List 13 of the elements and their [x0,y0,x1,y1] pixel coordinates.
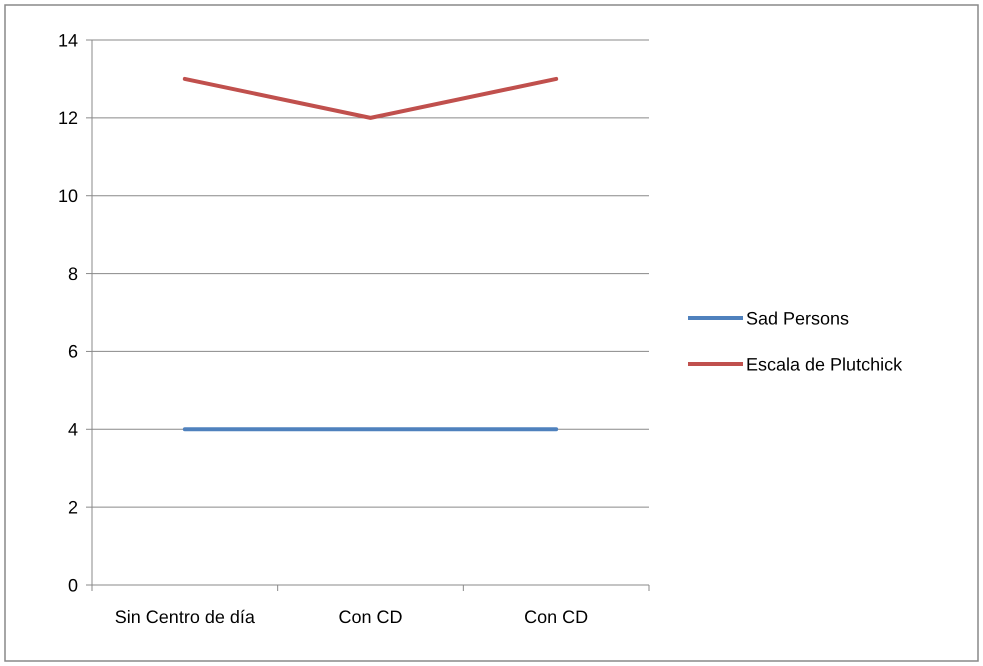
y-tick-label: 6 [68,342,78,362]
x-tick-label: Con CD [524,607,588,627]
y-tick-label: 2 [68,497,78,518]
legend-label: Sad Persons [746,308,850,328]
x-tick-label: Con CD [338,607,403,627]
y-tick-label: 0 [68,575,78,596]
y-tick-label: 8 [68,264,78,284]
y-tick-label: 4 [68,420,78,440]
legend-label: Escala de Plutchick [746,354,904,374]
y-tick-label: 12 [58,108,78,128]
y-tick-label: 14 [58,30,78,50]
x-tick-label: Sin Centro de día [114,607,256,627]
y-tick-label: 10 [58,186,78,206]
